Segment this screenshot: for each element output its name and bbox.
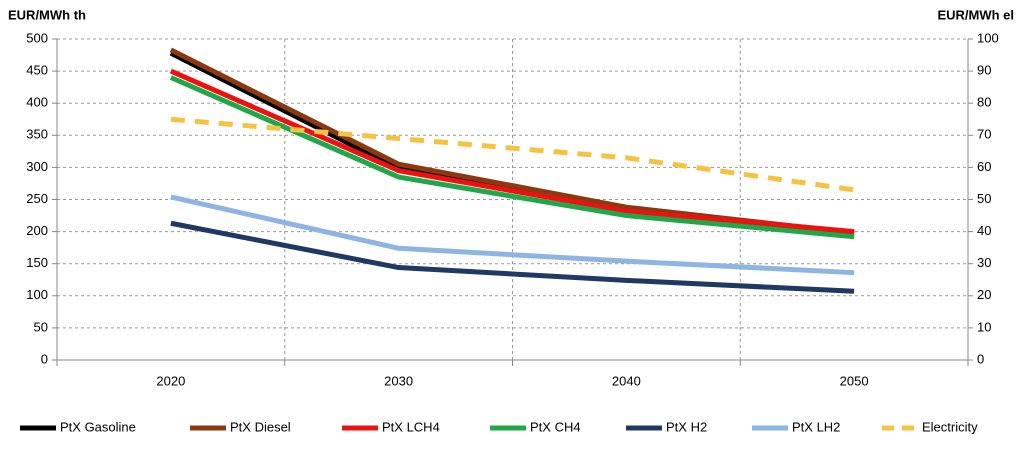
x-tick-label: 2040 [612, 373, 641, 388]
legend-label: PtX LH2 [792, 419, 840, 434]
series-line [170, 220, 855, 294]
y-tick-label: 500 [26, 30, 48, 45]
y2-tick-label: 40 [977, 223, 991, 238]
legend-label: PtX CH4 [530, 419, 581, 434]
y-tick-label: 200 [26, 223, 48, 238]
y-axis-label: EUR/MWh th [8, 7, 86, 22]
y-tick-label: 100 [26, 287, 48, 302]
x-tick-label: 2050 [840, 373, 869, 388]
series-line [169, 75, 855, 240]
legend-label: Electricity [922, 419, 978, 434]
legend-label: PtX Gasoline [60, 419, 136, 434]
legend-label: PtX LCH4 [382, 419, 440, 434]
y-tick-label: 0 [41, 351, 48, 366]
y2-axis-label: EUR/MWh el [937, 7, 1014, 22]
y2-tick-label: 30 [977, 255, 991, 270]
y2-tick-label: 10 [977, 319, 991, 334]
y2-tick-label: 0 [977, 351, 984, 366]
y-tick-label: 400 [26, 95, 48, 110]
series-line [170, 194, 855, 276]
y2-tick-label: 50 [977, 191, 991, 206]
y2-tick-label: 90 [977, 63, 991, 78]
y2-tick-label: 20 [977, 287, 991, 302]
y2-tick-label: 80 [977, 95, 991, 110]
y2-tick-label: 70 [977, 127, 991, 142]
y2-tick-label: 60 [977, 159, 991, 174]
y-tick-label: 350 [26, 127, 48, 142]
series-line [169, 68, 855, 235]
y-tick-label: 150 [26, 255, 48, 270]
x-tick-label: 2030 [384, 373, 413, 388]
series-line [170, 116, 855, 193]
y-tick-label: 50 [34, 319, 48, 334]
y-tick-label: 450 [26, 63, 48, 78]
y-tick-label: 250 [26, 191, 48, 206]
y2-tick-label: 100 [977, 30, 999, 45]
y-tick-label: 300 [26, 159, 48, 174]
legend-label: PtX Diesel [230, 419, 291, 434]
x-tick-label: 2020 [156, 373, 185, 388]
legend-label: PtX H2 [666, 419, 707, 434]
